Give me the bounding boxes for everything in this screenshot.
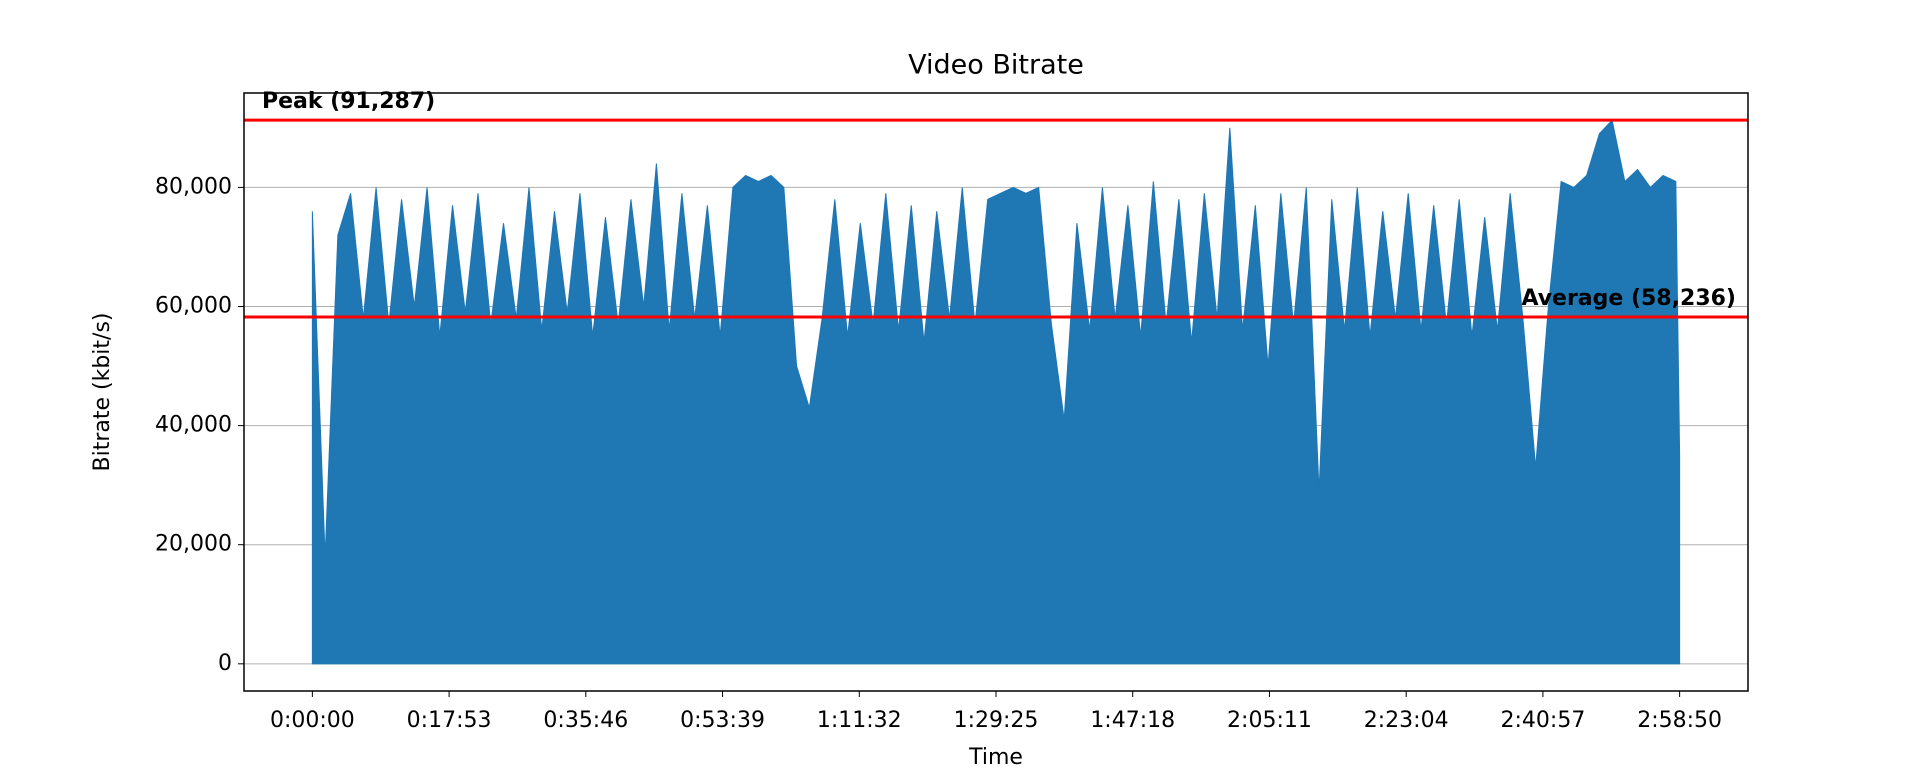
y-tick-label: 0 [218, 651, 232, 676]
x-tick-label: 1:29:25 [954, 708, 1039, 733]
x-tick-label: 2:23:04 [1364, 708, 1449, 733]
chart-title: Video Bitrate [908, 50, 1084, 81]
x-tick-label: 2:05:11 [1227, 708, 1312, 733]
y-tick-label: 60,000 [155, 294, 232, 319]
x-tick-label: 1:47:18 [1090, 708, 1175, 733]
x-tick-label: 2:40:57 [1501, 708, 1586, 733]
x-tick-label: 2:58:50 [1637, 708, 1722, 733]
x-tick-label: 0:17:53 [407, 708, 492, 733]
plot-frame [243, 92, 1749, 692]
y-axis-label: Bitrate (kbit/s) [90, 313, 115, 472]
y-tick-label: 40,000 [155, 413, 232, 438]
x-axis-label: Time [968, 745, 1023, 768]
x-tick-label: 0:53:39 [680, 708, 765, 733]
y-tick-label: 80,000 [155, 174, 232, 199]
y-tick-label: 20,000 [155, 532, 232, 557]
x-tick-label: 0:35:46 [543, 708, 628, 733]
x-tick-label: 0:00:00 [270, 708, 355, 733]
x-tick-label: 1:11:32 [817, 708, 902, 733]
area [311, 119, 1681, 665]
reference-label: Average (58,236) [1521, 286, 1736, 311]
